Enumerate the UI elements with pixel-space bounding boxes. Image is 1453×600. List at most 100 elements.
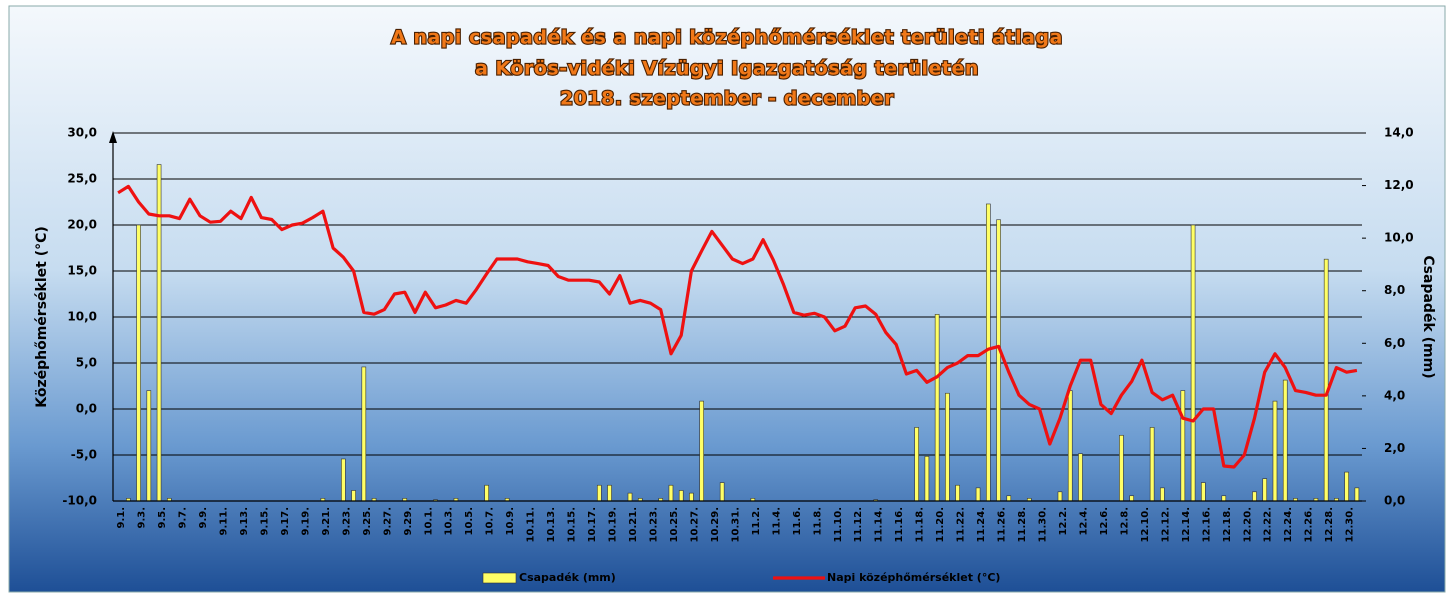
x-tick-label: 11.10.: [833, 507, 844, 542]
chart-title: a Körös-vidéki Vízügyi Igazgatóság terül…: [475, 58, 979, 80]
x-tick-label: 10.23.: [648, 507, 659, 542]
bar: [1201, 482, 1206, 502]
y-tick-label: 25,0: [67, 172, 97, 186]
x-tick-label: 11.6.: [792, 507, 803, 535]
bar: [627, 492, 633, 502]
bar: [361, 366, 367, 502]
x-tick-label: 10.21.: [628, 507, 639, 542]
bar: [986, 203, 991, 502]
y-tick-label: 5,0: [76, 356, 97, 370]
x-tick-label: 9.29.: [403, 507, 414, 535]
bar: [596, 484, 602, 502]
y2-tick-label: 6,0: [1384, 336, 1405, 350]
y2-tick-label: 12,0: [1384, 178, 1414, 192]
bar: [668, 484, 674, 502]
x-tick-label: 12.14.: [1181, 507, 1192, 542]
y2-tick-label: 2,0: [1384, 441, 1405, 455]
x-tick-label: 9.15.: [259, 507, 270, 535]
bar: [975, 487, 981, 502]
x-tick-label: 11.30.: [1038, 507, 1049, 542]
x-tick-label: 12.30.: [1345, 507, 1356, 542]
bar: [996, 219, 1001, 502]
bar: [914, 427, 919, 502]
bar: [1252, 491, 1257, 502]
y-tick-label: 0,0: [76, 402, 97, 416]
chart-title: 2018. szeptember - december: [560, 88, 894, 110]
bar: [351, 490, 356, 502]
x-tick-label: 10.1.: [423, 507, 434, 535]
y2-tick-label: 8,0: [1384, 283, 1405, 297]
x-tick-label: 9.1.: [116, 507, 127, 529]
x-tick-label: 11.24.: [976, 507, 987, 542]
x-tick-label: 12.26.: [1304, 507, 1315, 542]
x-tick-label: 10.25.: [669, 507, 680, 542]
y2-tick-label: 10,0: [1384, 231, 1414, 245]
x-tick-label: 12.12.: [1160, 507, 1171, 542]
bar: [341, 458, 346, 502]
bar: [945, 392, 950, 502]
x-tick-label: 10.17.: [587, 507, 598, 542]
x-tick-label: 10.31.: [730, 507, 741, 542]
bar: [1078, 453, 1083, 502]
bar: [1323, 258, 1329, 502]
x-tick-label: 10.15.: [567, 507, 578, 542]
bar: [1262, 478, 1268, 502]
bar: [607, 484, 612, 502]
x-tick-label: 10.5.: [464, 507, 475, 535]
x-tick-label: 12.10.: [1140, 507, 1151, 542]
legend-label: Csapadék (mm): [519, 571, 616, 584]
y-tick-label: -10,0: [62, 494, 97, 508]
y-axis-label: Középhőmérséklet (°C): [34, 226, 50, 408]
x-tick-label: 9.13.: [239, 507, 250, 535]
bar: [1221, 495, 1227, 502]
y-tick-label: 30,0: [67, 126, 97, 140]
bar: [1119, 434, 1124, 502]
y2-tick-label: 4,0: [1384, 388, 1405, 402]
bar: [1272, 400, 1278, 502]
x-tick-label: 10.3.: [444, 507, 455, 535]
y-tick-label: 10,0: [67, 310, 97, 324]
bar: [955, 484, 960, 502]
bar: [1180, 390, 1186, 502]
x-tick-label: 10.9.: [505, 507, 516, 535]
x-tick-label: 11.28.: [1017, 507, 1028, 542]
x-tick-label: 12.22.: [1263, 507, 1274, 542]
x-tick-label: 11.26.: [997, 507, 1008, 542]
x-tick-label: 10.13.: [546, 507, 557, 542]
y-tick-label: 15,0: [67, 264, 97, 278]
bar: [678, 490, 684, 502]
x-tick-label: 11.8.: [812, 507, 823, 535]
bar: [699, 400, 704, 502]
x-tick-label: 10.27.: [689, 507, 700, 542]
bar: [146, 390, 152, 502]
bar: [1344, 471, 1349, 502]
bar: [719, 482, 725, 502]
x-tick-label: 12.20.: [1242, 507, 1253, 542]
x-tick-label: 11.4.: [771, 507, 782, 535]
y2-tick-label: 14,0: [1384, 126, 1414, 140]
x-tick-label: 9.11.: [218, 507, 229, 535]
x-tick-label: 9.23.: [341, 507, 352, 535]
x-tick-label: 11.14.: [874, 507, 885, 542]
bar: [1354, 487, 1360, 502]
bar: [1006, 495, 1012, 502]
bar: [1160, 487, 1165, 502]
x-tick-label: 9.9.: [198, 507, 209, 529]
x-tick-label: 11.18.: [915, 507, 926, 542]
x-tick-label: 9.3.: [137, 507, 148, 529]
legend-swatch: [482, 572, 517, 584]
x-tick-label: 12.18.: [1222, 507, 1233, 542]
x-tick-label: 12.6.: [1099, 507, 1110, 535]
bar: [1067, 390, 1073, 502]
x-tick-label: 9.5.: [157, 507, 168, 529]
x-tick-label: 10.19.: [608, 507, 619, 542]
chart-background: [8, 5, 1446, 593]
x-tick-label: 12.24.: [1283, 507, 1294, 542]
x-tick-label: 11.22.: [956, 507, 967, 542]
x-tick-label: 11.12.: [853, 507, 864, 542]
bar: [1149, 427, 1155, 502]
x-tick-label: 9.27.: [382, 507, 393, 535]
x-tick-label: 9.19.: [300, 507, 311, 535]
x-tick-label: 12.4.: [1078, 507, 1089, 535]
